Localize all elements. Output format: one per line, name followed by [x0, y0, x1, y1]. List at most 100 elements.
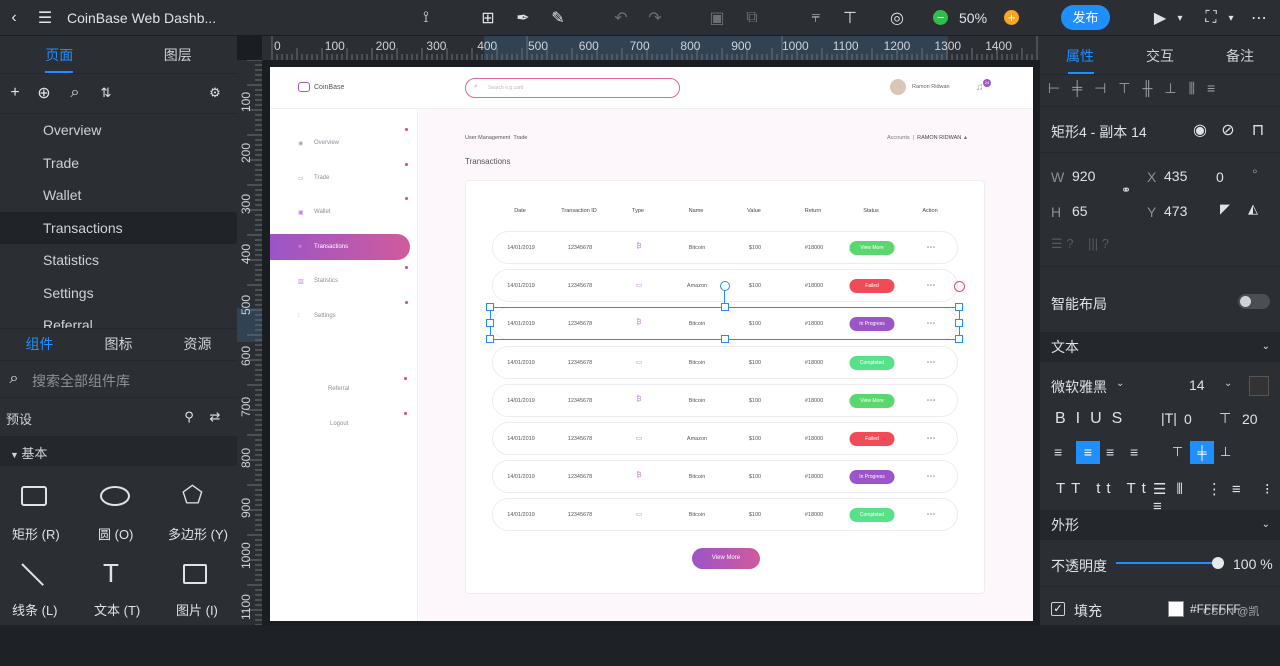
align-right-icon[interactable]: ≡ [1106, 444, 1115, 460]
table-row[interactable]: 14/01/2019 12345678 ▭ Bitcoin $100 #18000 Comp… [492, 498, 958, 532]
chevron-down-icon[interactable]: ▾ [1177, 12, 1183, 24]
circle-icon[interactable] [100, 486, 130, 506]
text-icon[interactable]: T [103, 558, 119, 588]
status-badge[interactable]: Failed [849, 432, 895, 446]
letter-spacing-field[interactable]: 0 [1184, 411, 1192, 427]
group-icon[interactable]: ▣ [709, 10, 725, 27]
status-badge[interactable]: In Progress [849, 317, 895, 332]
align-icons[interactable]: ⊢╪⊣⊤╫⊥⫼≡ [1048, 80, 1228, 96]
add-folder-icon[interactable]: ⊕ [37, 85, 51, 102]
pen-icon[interactable]: ✒ [516, 10, 530, 27]
polygon-icon[interactable]: ⬠ [182, 482, 203, 509]
tab-icons[interactable]: 图标 [104, 336, 133, 352]
page-item[interactable]: Trade [43, 154, 80, 171]
letter-spacing-icon[interactable]: |T| [1161, 410, 1177, 426]
nav-wallet[interactable]: ▣ Wallet [270, 197, 410, 225]
chevron-down-icon[interactable]: ⌄ [1224, 378, 1233, 389]
zoom-out-icon[interactable]: − [933, 10, 948, 25]
page-item[interactable]: Wallet [43, 187, 82, 203]
opacity-slider-thumb[interactable] [1212, 557, 1224, 569]
artboard[interactable]: CoinBase ⌕ Search e.g card Ramon Ridwan … [270, 67, 1033, 621]
play-icon[interactable]: ▶ [1153, 10, 1167, 27]
chevron-down-icon[interactable]: ▾ [1228, 12, 1234, 24]
lock-icon[interactable]: ⊓ [1251, 122, 1265, 139]
sort-icon[interactable]: ⇅ [100, 85, 112, 100]
more-actions-icon[interactable]: ⋯ [926, 280, 936, 291]
status-badge[interactable]: Completed [849, 355, 895, 370]
line-height-field[interactable]: 20 [1242, 411, 1258, 427]
nav-settings[interactable]: ⫶ Settings [270, 301, 410, 329]
more-actions-icon[interactable]: ⋯ [926, 318, 936, 329]
status-badge[interactable]: Failed [849, 279, 895, 294]
align-top-icon[interactable]: ⊤ [843, 10, 857, 27]
text-case-icons[interactable]: TT tt Tt [1056, 480, 1152, 497]
table-row[interactable]: 14/01/2019 12345678 ▭ Amazon $100 #18000 Faile… [492, 422, 958, 455]
align-center-icon[interactable]: ≡ [1076, 441, 1100, 464]
tab-components[interactable]: 组件 [25, 336, 54, 352]
flip-horizontal-icon[interactable]: ◤ [1220, 201, 1230, 216]
nav-statistics[interactable]: ▥ Statistics [270, 266, 410, 294]
more-actions-icon[interactable]: ⋯ [926, 433, 936, 443]
add-page-icon[interactable]: + [10, 84, 20, 101]
redo-icon[interactable]: ↷ [648, 10, 662, 27]
back-icon[interactable]: ‹ [11, 9, 17, 26]
dash-search-input[interactable]: ⌕ Search e.g card [465, 78, 680, 98]
list-icons[interactable]: ☰⫴ ⋮≡ ⁝≡ [1153, 481, 1280, 515]
opacity-slider[interactable] [1116, 562, 1218, 564]
rotate-handle[interactable] [720, 281, 730, 291]
table-row[interactable]: 14/01/2019 12345678 ₿ Bitcoin $100 #18000 In P… [492, 460, 958, 494]
tab-layers[interactable]: 图层 [163, 47, 192, 63]
preset-label[interactable]: 预设 [6, 412, 33, 427]
more-actions-icon[interactable]: ⋯ [926, 394, 936, 405]
status-badge[interactable]: Completed [849, 508, 895, 523]
valign-bottom-icon[interactable]: ⊥ [1220, 444, 1232, 459]
rotation-field[interactable]: 0 [1216, 169, 1224, 185]
resize-handle[interactable] [955, 335, 963, 343]
nav-overview[interactable]: ◉ Overview [270, 128, 410, 156]
nav-transactions[interactable]: ○ Transactions [270, 234, 410, 260]
table-row[interactable]: 14/01/2019 12345678 ₿ Bitcoin $100 #18000 View… [492, 231, 958, 264]
add-frame-icon[interactable]: ⊞ [481, 10, 495, 27]
resize-handle[interactable] [721, 303, 729, 311]
status-badge[interactable]: View More [849, 393, 895, 408]
chevron-down-icon[interactable]: ▼ [10, 450, 22, 460]
flip-vertical-icon[interactable]: ◭ [1248, 201, 1258, 216]
status-badge[interactable]: View More [849, 241, 895, 255]
fill-hex[interactable]: #FFFFFF [1190, 602, 1241, 616]
resize-handle[interactable] [955, 319, 963, 327]
image-icon[interactable] [183, 564, 207, 584]
publish-button[interactable]: 发布 [1061, 5, 1110, 30]
resize-handle[interactable] [486, 335, 494, 343]
resize-handle[interactable] [721, 335, 729, 343]
tab-resources[interactable]: 资源 [183, 336, 212, 352]
visibility-icon[interactable]: ◉ [1193, 122, 1207, 139]
tab-interactions[interactable]: 交互 [1146, 48, 1174, 64]
line-icon[interactable] [21, 563, 44, 586]
fill-checkbox[interactable]: ✓ [1051, 602, 1065, 616]
valign-middle-icon[interactable]: ╪ [1190, 441, 1214, 464]
search-icon[interactable]: ⌕ [70, 84, 80, 101]
font-size-field[interactable]: 14 [1189, 377, 1205, 393]
disable-icon[interactable]: ⊘ [1221, 122, 1235, 139]
page-item[interactable]: Statistics [43, 252, 100, 268]
width-field[interactable]: 920 [1072, 168, 1096, 184]
bell-icon[interactable]: ♫ [976, 82, 984, 93]
tab-properties[interactable]: 属性 [1066, 48, 1094, 64]
fullscreen-icon[interactable]: ⛶ [1205, 9, 1217, 26]
resize-handle[interactable] [486, 303, 494, 311]
y-field[interactable]: 473 [1164, 203, 1188, 219]
font-family-select[interactable]: 微软雅黑 [1051, 379, 1107, 395]
text-style-icons[interactable]: BIUS [1055, 410, 1133, 427]
valign-top-icon[interactable]: ⊤ [1172, 444, 1184, 459]
appearance-section-header[interactable]: 外形 ⌄ [1040, 510, 1280, 540]
table-row[interactable]: 14/01/2019 12345678 ₿ Bitcoin $100 #18000 In P… [492, 307, 958, 341]
status-badge[interactable]: In Progress [849, 470, 895, 485]
more-actions-icon[interactable]: ⋯ [926, 471, 936, 482]
page-item-selected[interactable]: Transactions [0, 211, 237, 244]
undo-icon[interactable]: ↶ [614, 10, 628, 27]
nav-referral[interactable]: Referral [328, 386, 350, 392]
avatar[interactable] [890, 79, 906, 95]
height-field[interactable]: 65 [1072, 203, 1088, 219]
anchor-marker[interactable] [954, 281, 965, 292]
layer-name[interactable]: 矩形4 - 副本 14 [1051, 124, 1147, 140]
